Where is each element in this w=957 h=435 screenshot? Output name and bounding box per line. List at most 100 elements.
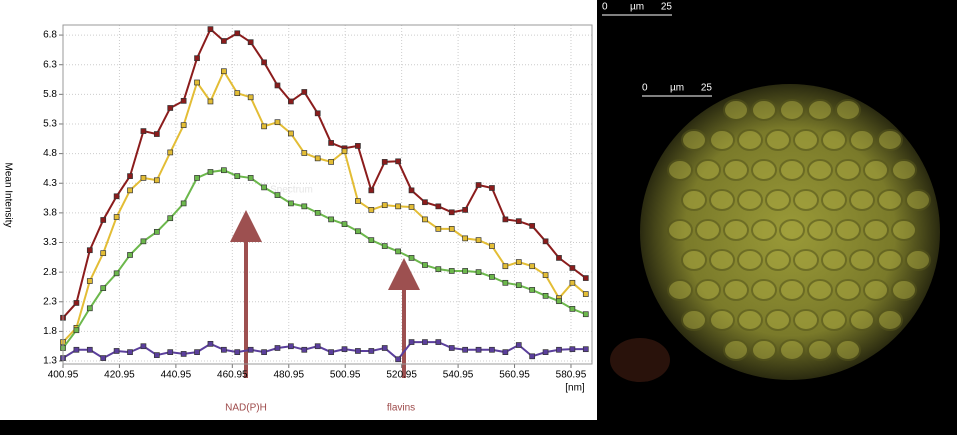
data-point bbox=[261, 349, 267, 355]
nucleus bbox=[681, 189, 707, 211]
nucleus bbox=[835, 219, 861, 241]
nucleus bbox=[877, 129, 903, 151]
data-point bbox=[127, 349, 133, 355]
data-point bbox=[234, 30, 241, 37]
y-tick-label: 2.8 bbox=[43, 267, 57, 278]
data-point bbox=[221, 167, 227, 174]
data-point bbox=[582, 291, 589, 297]
data-point bbox=[556, 255, 562, 261]
y-tick-label: 3.8 bbox=[43, 208, 57, 219]
nucleus bbox=[793, 249, 819, 271]
series-line bbox=[62, 341, 586, 361]
x-tick-label: 480.95 bbox=[273, 370, 304, 381]
data-point bbox=[502, 279, 509, 286]
data-point bbox=[127, 173, 133, 179]
nucleus bbox=[737, 189, 763, 211]
x-tick-label: 500.95 bbox=[330, 370, 361, 381]
series-line bbox=[62, 69, 587, 343]
nuclei bbox=[667, 99, 931, 361]
data-point bbox=[127, 187, 133, 194]
scale-start: 0 bbox=[602, 2, 608, 13]
data-point bbox=[167, 349, 174, 355]
data-point bbox=[73, 327, 80, 334]
data-point bbox=[301, 89, 308, 95]
nucleus bbox=[891, 159, 917, 181]
nucleus bbox=[737, 309, 763, 331]
data-point bbox=[502, 349, 509, 355]
data-point bbox=[475, 237, 482, 243]
nucleus bbox=[835, 279, 861, 301]
data-point bbox=[247, 39, 254, 46]
data-point bbox=[408, 204, 415, 210]
data-point bbox=[502, 216, 509, 223]
data-point bbox=[301, 346, 308, 353]
data-point bbox=[395, 248, 401, 255]
nucleus bbox=[695, 279, 721, 301]
data-point bbox=[221, 38, 227, 44]
data-point bbox=[515, 218, 522, 225]
series-line bbox=[62, 27, 587, 319]
data-point bbox=[301, 150, 308, 156]
annotation: flavins bbox=[387, 403, 415, 414]
data-point bbox=[368, 207, 375, 213]
y-tick-label: 5.8 bbox=[43, 89, 57, 100]
micrograph bbox=[610, 84, 940, 382]
data-point bbox=[194, 349, 200, 355]
data-point bbox=[221, 346, 227, 353]
data-point bbox=[542, 238, 549, 245]
data-point bbox=[167, 215, 174, 222]
data-point bbox=[153, 228, 160, 235]
data-point bbox=[100, 217, 107, 223]
nucleus bbox=[821, 309, 847, 331]
data-point bbox=[100, 250, 107, 257]
nucleus bbox=[709, 309, 735, 331]
data-point bbox=[435, 226, 442, 232]
data-point bbox=[314, 110, 321, 117]
data-point bbox=[515, 259, 522, 265]
data-point bbox=[234, 349, 241, 355]
data-point bbox=[180, 98, 187, 104]
nucleus bbox=[765, 189, 791, 211]
data-point bbox=[86, 346, 93, 353]
x-axis-label: [nm] bbox=[565, 383, 585, 394]
data-point bbox=[207, 26, 214, 32]
annotation: NAD(P)H bbox=[225, 403, 267, 414]
nucleus bbox=[737, 249, 763, 271]
data-point bbox=[314, 343, 321, 350]
x-tick-label: 540.95 bbox=[443, 370, 474, 381]
data-point bbox=[582, 311, 589, 318]
data-point bbox=[529, 353, 536, 360]
nucleus bbox=[667, 219, 693, 241]
data-point bbox=[502, 263, 509, 270]
data-point bbox=[368, 187, 375, 194]
data-point bbox=[489, 185, 495, 191]
nucleus bbox=[765, 129, 791, 151]
data-point bbox=[314, 210, 321, 216]
nucleus bbox=[751, 279, 777, 301]
data-point bbox=[73, 346, 80, 353]
nucleus bbox=[877, 249, 903, 271]
data-point bbox=[328, 216, 334, 223]
data-point bbox=[86, 247, 93, 254]
nucleus bbox=[877, 189, 903, 211]
data-point bbox=[73, 300, 80, 306]
data-point bbox=[462, 268, 468, 274]
x-tick-label: 520.95 bbox=[386, 370, 417, 381]
data-point bbox=[86, 278, 93, 284]
data-point bbox=[355, 198, 361, 204]
y-tick-label: 4.3 bbox=[43, 178, 57, 189]
y-tick-label: 1.8 bbox=[43, 326, 57, 337]
nucleus bbox=[905, 249, 931, 271]
data-point bbox=[542, 272, 549, 278]
nucleus bbox=[891, 219, 917, 241]
data-point bbox=[435, 203, 442, 210]
nucleus bbox=[695, 219, 721, 241]
nucleus bbox=[765, 249, 791, 271]
nucleus bbox=[681, 129, 707, 151]
scale-start: 0 bbox=[642, 83, 648, 94]
data-point bbox=[86, 305, 93, 312]
data-point bbox=[261, 123, 267, 130]
data-point bbox=[221, 68, 227, 75]
data-point bbox=[274, 82, 281, 89]
